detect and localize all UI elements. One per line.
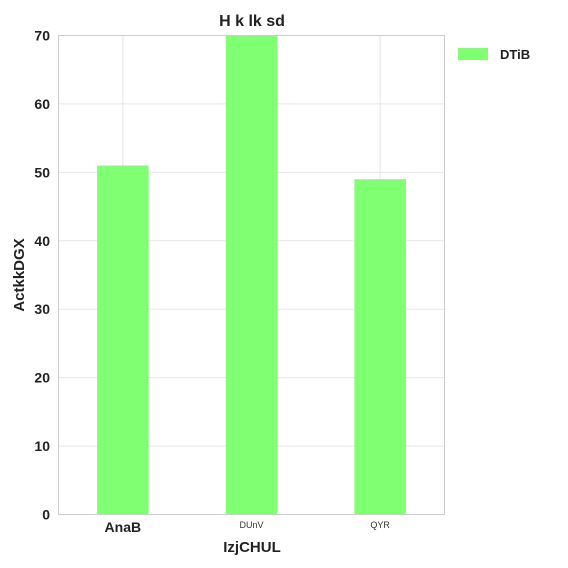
y-axis-label: ActkkDGX	[11, 238, 28, 311]
x-axis-ticks: AnaB DUnV QYR	[105, 519, 391, 535]
bar-dunv	[225, 35, 278, 515]
y-tick-label: 50	[34, 164, 50, 180]
x-axis-label: IzjCHUL	[223, 539, 281, 556]
y-tick-label: 20	[34, 370, 50, 386]
y-tick-label: 70	[34, 28, 50, 44]
y-tick-label: 40	[34, 233, 50, 249]
bar-anab	[97, 165, 149, 515]
y-tick-label: 0	[42, 507, 50, 523]
y-tick-label: 60	[34, 96, 50, 112]
x-tick-label: DUnV	[239, 520, 263, 530]
y-axis-ticks: 0 10 20 30 40 50 60 70	[34, 28, 50, 523]
y-tick-label: 30	[34, 301, 50, 317]
bars	[97, 35, 406, 515]
x-tick-label: QYR	[370, 520, 390, 530]
bar-qyr	[354, 179, 406, 515]
chart-title: H k lk sd	[219, 13, 285, 30]
legend-swatch	[458, 48, 488, 60]
legend: DTiB	[458, 47, 530, 62]
x-tick-label: AnaB	[105, 519, 142, 535]
y-tick-label: 10	[34, 438, 50, 454]
plot-frame	[58, 35, 445, 515]
legend-entry-label: DTiB	[500, 47, 530, 62]
